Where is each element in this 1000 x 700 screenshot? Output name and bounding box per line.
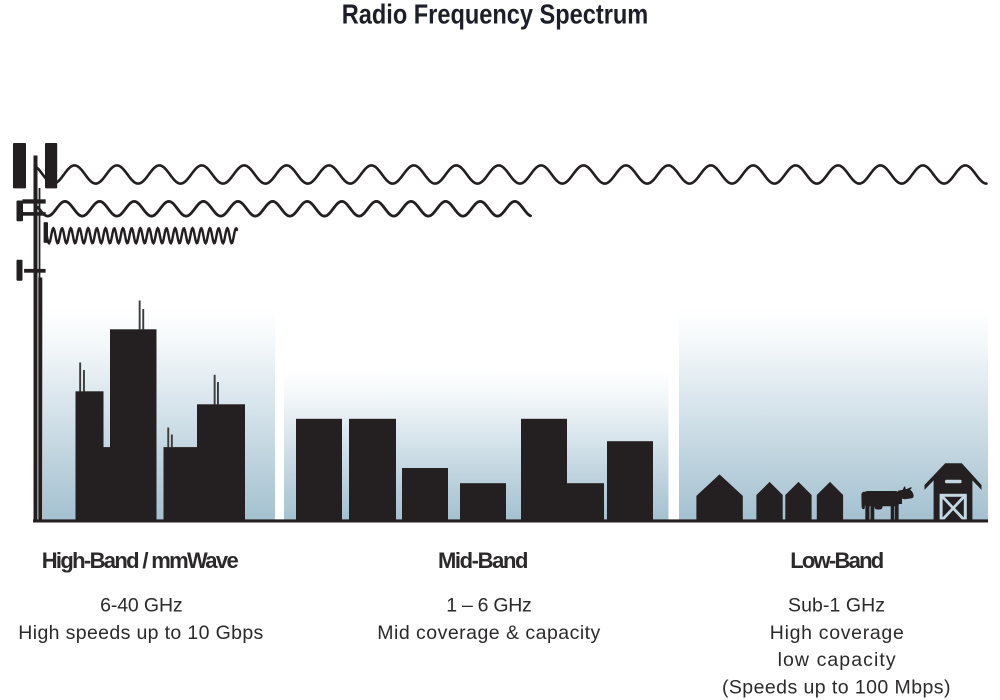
- svg-text:High speeds up to 10 Gbps: High speeds up to 10 Gbps: [18, 622, 263, 644]
- svg-text:Low-Band: Low-Band: [790, 548, 884, 573]
- svg-text:Sub-1 GHz: Sub-1 GHz: [788, 595, 885, 617]
- svg-text:Mid coverage & capacity: Mid coverage & capacity: [377, 622, 600, 644]
- svg-text:low capacity: low capacity: [778, 649, 896, 671]
- svg-text:Radio Frequency Spectrum: Radio Frequency Spectrum: [342, 0, 649, 29]
- svg-text:Mid-Band: Mid-Band: [438, 548, 529, 573]
- svg-text:High coverage: High coverage: [770, 622, 904, 644]
- svg-text:1 – 6 GHz: 1 – 6 GHz: [446, 595, 532, 617]
- svg-text:(Speeds up to 100 Mbps): (Speeds up to 100 Mbps): [722, 676, 950, 698]
- svg-text:6-40 GHz: 6-40 GHz: [100, 595, 183, 617]
- svg-text:High-Band / mmWave: High-Band / mmWave: [42, 548, 239, 573]
